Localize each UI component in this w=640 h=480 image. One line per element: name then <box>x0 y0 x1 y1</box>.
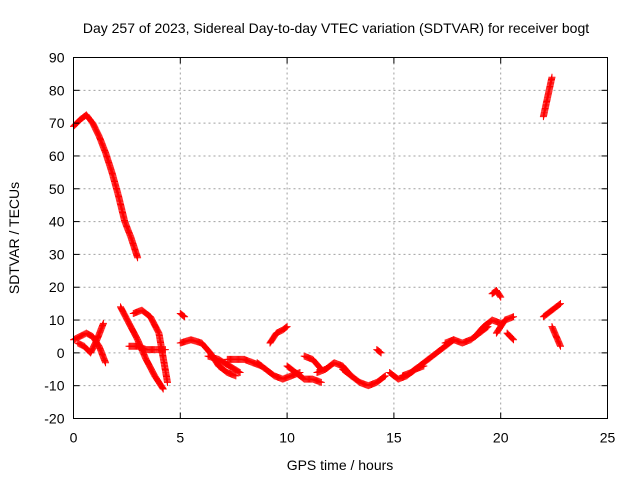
data-point <box>375 348 383 356</box>
series-high-arc-1 <box>70 111 142 262</box>
data-point <box>376 348 384 356</box>
y-tick-label: 80 <box>49 82 65 98</box>
data-point <box>317 378 325 386</box>
series-arc-y <box>548 323 565 350</box>
data-point <box>381 372 389 380</box>
series-arc-t <box>471 316 505 340</box>
data-point <box>548 73 556 81</box>
data-point <box>510 336 518 344</box>
data-point <box>377 349 385 357</box>
plot-frame <box>73 57 608 419</box>
data-point <box>557 300 565 308</box>
data-point <box>380 373 388 381</box>
x-tick-label: 15 <box>386 430 402 446</box>
data-point <box>557 342 565 350</box>
y-axis-label: SDTVAR / TECUs <box>6 182 22 294</box>
series-arc-h <box>204 352 244 377</box>
y-tick-label: 70 <box>49 115 65 131</box>
chart-title: Day 257 of 2023, Sidereal Day-to-day VTE… <box>83 20 589 36</box>
y-tick-label: 90 <box>49 50 65 66</box>
data-point <box>102 359 110 367</box>
series-arc-c <box>116 303 167 393</box>
x-tick-label: 20 <box>493 430 509 446</box>
series-arc-a <box>70 329 110 367</box>
x-tick-label: 25 <box>600 430 616 446</box>
series-arc-e <box>125 342 169 354</box>
data-point <box>509 335 517 343</box>
y-tick-label: 60 <box>49 148 65 164</box>
data-point <box>281 324 289 332</box>
series-high-arc-2 <box>539 73 556 121</box>
data-point <box>159 385 167 393</box>
grid-lines <box>73 57 608 419</box>
series-arc-o <box>339 365 389 390</box>
data-point <box>180 312 188 320</box>
data-point <box>179 311 187 319</box>
y-tick-label: 10 <box>49 312 65 328</box>
x-tick-label: 5 <box>176 430 184 446</box>
data-point <box>161 346 169 354</box>
data-point <box>508 334 516 342</box>
data-point <box>235 368 243 376</box>
series-arc-b <box>74 319 107 357</box>
data-point <box>510 313 518 321</box>
series-arc-k <box>266 323 291 347</box>
y-tick-label: 50 <box>49 181 65 197</box>
data-point <box>159 384 167 392</box>
data-point <box>134 254 142 262</box>
y-tick-label: -20 <box>44 411 64 427</box>
data-point <box>496 292 504 300</box>
y-tick-label: 30 <box>49 246 65 262</box>
data-point <box>282 323 290 331</box>
data-point <box>163 378 171 386</box>
series-arc-p <box>373 346 385 357</box>
x-axis-label: GPS time / hours <box>287 457 394 473</box>
x-axis-ticks: 0 5 10 15 20 25 <box>70 57 616 446</box>
series-arc-w <box>503 329 518 344</box>
y-tick-label: -10 <box>44 378 64 394</box>
series-arc-l <box>283 362 325 386</box>
series-arc-v <box>492 313 518 337</box>
y-tick-label: 20 <box>49 279 65 295</box>
y-axis-ticks: -20 -10 0 10 20 30 40 50 60 70 80 90 <box>44 50 608 427</box>
data-point <box>556 300 564 308</box>
data-point <box>99 319 107 327</box>
data-point <box>497 293 505 301</box>
data-point <box>181 313 189 321</box>
y-tick-label: 40 <box>49 214 65 230</box>
series-arc-u <box>488 287 505 301</box>
data-marks <box>70 73 565 393</box>
series-arc-x <box>539 300 565 321</box>
y-tick-label: 0 <box>57 345 65 361</box>
data-point <box>236 369 244 377</box>
x-tick-label: 10 <box>279 430 295 446</box>
series-arc-f <box>176 309 189 321</box>
data-point <box>283 323 291 331</box>
x-tick-label: 0 <box>70 430 78 446</box>
